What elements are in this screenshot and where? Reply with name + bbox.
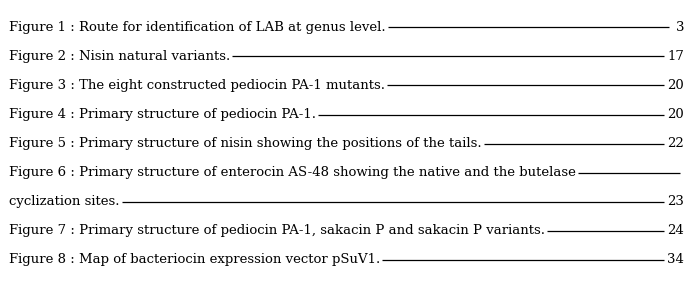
Text: Figure 6 : Primary structure of enterocin AS-48 showing the native and the butel: Figure 6 : Primary structure of enteroci… [9,166,576,179]
Text: Figure 5 : Primary structure of nisin showing the positions of the tails.: Figure 5 : Primary structure of nisin sh… [9,137,482,150]
Text: Figure 7 : Primary structure of pediocin PA-1, sakacin P and sakacin P variants.: Figure 7 : Primary structure of pediocin… [9,224,545,237]
Text: Figure 1 : Route for identification of LAB at genus level.: Figure 1 : Route for identification of L… [9,21,386,34]
Text: 24: 24 [668,224,684,237]
Text: 17: 17 [668,50,684,63]
Text: 20: 20 [668,108,684,121]
Text: 3: 3 [676,21,684,34]
Text: Figure 4 : Primary structure of pediocin PA-1.: Figure 4 : Primary structure of pediocin… [9,108,316,121]
Text: 22: 22 [668,137,684,150]
Text: cyclization sites.: cyclization sites. [9,195,119,208]
Text: 20: 20 [668,79,684,92]
Text: Figure 8 : Map of bacteriocin expression vector pSuV1.: Figure 8 : Map of bacteriocin expression… [9,254,380,267]
Text: 34: 34 [668,254,684,267]
Text: Figure 3 : The eight constructed pediocin PA-1 mutants.: Figure 3 : The eight constructed pedioci… [9,79,385,92]
Text: Figure 2 : Nisin natural variants.: Figure 2 : Nisin natural variants. [9,50,230,63]
Text: 23: 23 [668,195,684,208]
